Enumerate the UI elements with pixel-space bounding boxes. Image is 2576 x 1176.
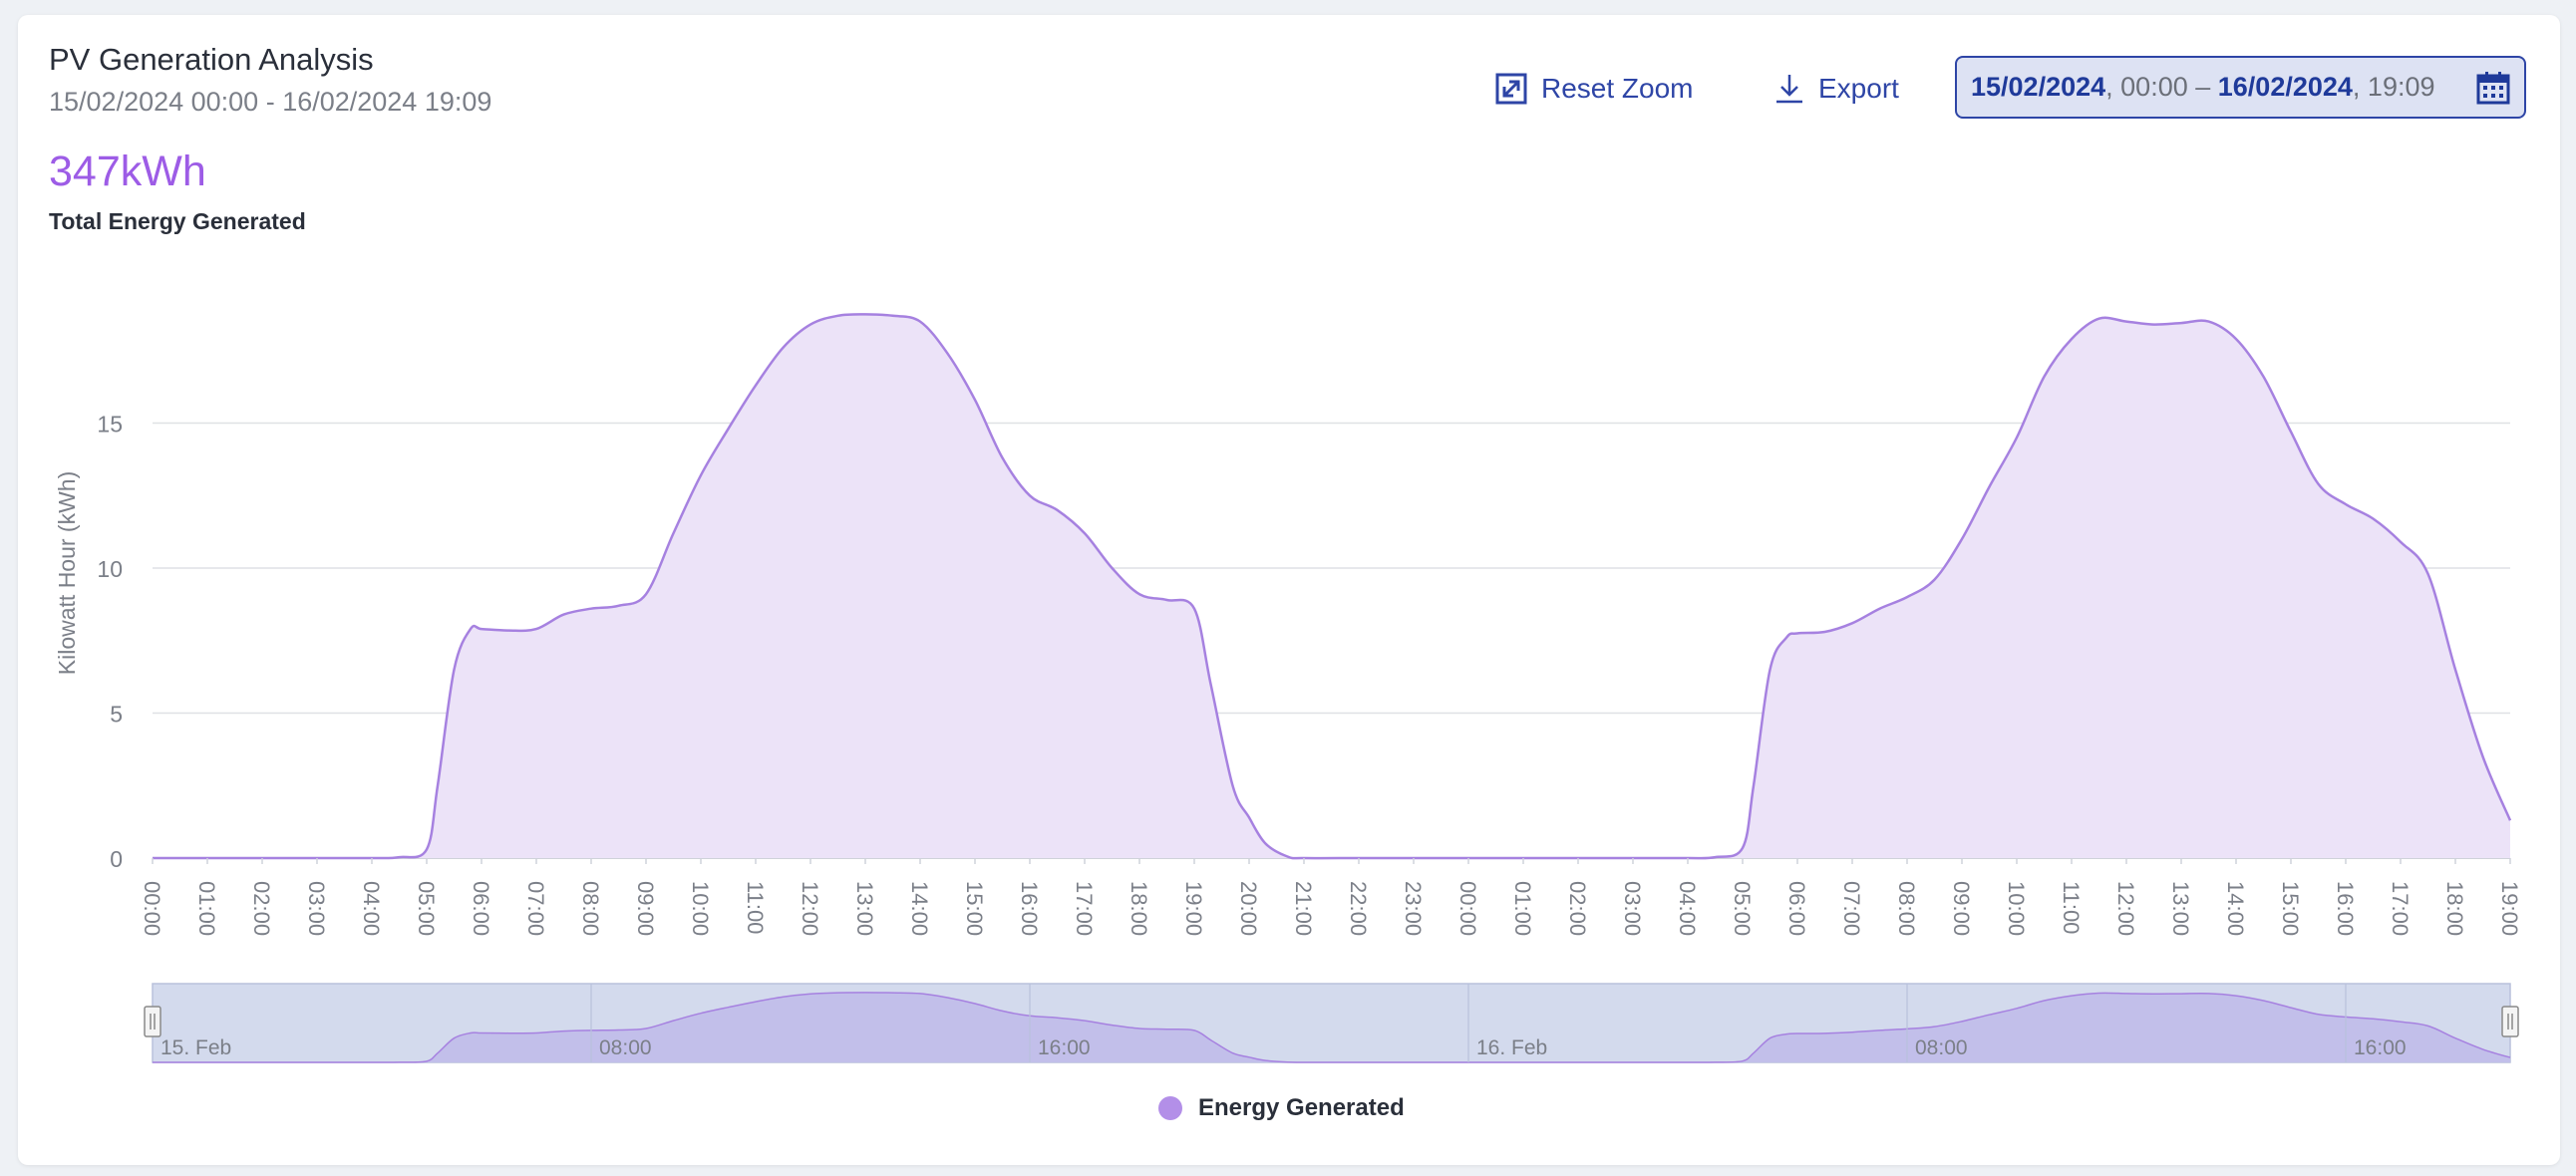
x-tick-label: 01:00 [194,881,219,936]
x-tick-label: 11:00 [2059,881,2084,934]
x-tick-label: 07:00 [523,881,548,936]
navigator-area [153,992,2510,1063]
legend-marker [1158,1096,1182,1120]
x-tick-label: 04:00 [359,881,384,936]
legend-label: Energy Generated [1198,1094,1405,1121]
x-tick-label: 16:00 [1017,881,1042,936]
x-tick-label: 09:00 [633,881,658,936]
navigator-label: 16:00 [1038,1036,1091,1059]
x-tick-label: 08:00 [1894,881,1919,936]
y-tick-label: 0 [110,846,123,872]
date-range-picker[interactable]: 15/02/2024, 00:00 – 16/02/2024, 19:09 [1955,56,2526,119]
total-energy-label: Total Energy Generated [49,208,306,234]
date-subtitle: 15/02/2024 00:00 - 16/02/2024 19:09 [49,87,492,117]
x-tick-label: 13:00 [852,881,877,936]
series-line [153,313,2512,860]
date-from: 15/02/2024 [1971,72,2106,102]
x-tick-label: 21:00 [1291,881,1316,936]
x-tick-label: 08:00 [578,881,603,936]
x-tick-label: 03:00 [304,881,329,936]
x-tick-label: 01:00 [1510,881,1535,936]
x-tick-label: 16:00 [2333,881,2358,936]
x-tick-label: 12:00 [2113,881,2138,936]
export-button[interactable]: Export [1774,70,1899,108]
x-tick-label: 15:00 [962,881,987,936]
x-tick-label: 03:00 [1620,881,1645,936]
reset-zoom-button[interactable]: Reset Zoom [1495,70,1694,108]
x-tick-label: 17:00 [1072,881,1097,936]
x-tick-label: 15:00 [2278,881,2303,936]
x-tick-label: 10:00 [2004,881,2029,936]
x-tick-label: 05:00 [1730,881,1755,936]
series-area-fill [153,314,2510,859]
x-tick-label: 23:00 [1401,881,1426,936]
calendar-icon [2476,72,2510,105]
resize-icon [1495,73,1527,105]
navigator-label: 08:00 [1915,1036,1968,1059]
date-to-separator: , [2352,72,2368,102]
x-tick-label: 00:00 [1455,881,1480,936]
x-tick-label: 17:00 [2388,881,2413,936]
time-from: 00:00 [2120,72,2188,102]
navigator-label: 08:00 [599,1036,652,1059]
navigator-handle[interactable] [2501,1006,2519,1037]
page-title: PV Generation Analysis [49,42,374,77]
x-tick-label: 13:00 [2168,881,2193,936]
reset-zoom-label: Reset Zoom [1541,73,1694,104]
y-tick-label: 15 [97,412,123,438]
x-tick-label: 10:00 [688,881,713,936]
x-tick-label: 07:00 [1839,881,1864,936]
x-tick-label: 19:00 [2497,881,2522,936]
x-tick-label: 14:00 [2223,881,2248,936]
x-tick-label: 06:00 [469,881,493,936]
navigator-label: 16. Feb [1476,1036,1547,1059]
x-tick-label: 02:00 [1565,881,1590,936]
y-axis-title: Kilowatt Hour (kWh) [54,471,80,675]
x-tick-label: 18:00 [1127,881,1151,936]
x-tick-label: 06:00 [1784,881,1809,936]
x-tick-label: 20:00 [1236,881,1261,936]
navigator-label: 15. Feb [161,1036,231,1059]
x-tick-label: 02:00 [249,881,274,936]
x-tick-label: 18:00 [2442,881,2467,936]
date-from-separator: , [2105,72,2121,102]
x-tick-label: 11:00 [743,881,768,934]
x-tick-label: 09:00 [1949,881,1974,936]
x-tick-label: 04:00 [1675,881,1700,936]
time-to: 19:09 [2367,72,2435,102]
navigator-label: 16:00 [2354,1036,2407,1059]
export-label: Export [1818,73,1899,104]
x-tick-label: 05:00 [414,881,439,936]
navigator-line [153,992,2511,1063]
y-tick-label: 10 [97,556,123,582]
total-energy-value: 347kWh [49,147,206,195]
navigator-handle-grip [2501,1006,2519,1037]
x-tick-label: 14:00 [907,881,932,936]
y-tick-label: 5 [110,702,123,728]
x-tick-label: 22:00 [1346,881,1371,936]
navigator-handle-grip [144,1006,161,1037]
x-tick-label: 00:00 [140,881,164,936]
download-icon [1776,75,1802,104]
legend-item-energy-generated[interactable]: Energy Generated [1158,1094,1405,1122]
x-tick-label: 19:00 [1181,881,1206,936]
date-to: 16/02/2024 [2217,72,2353,102]
range-dash: – [2187,72,2218,102]
navigator-handle[interactable] [144,1006,161,1037]
x-tick-label: 12:00 [798,881,822,936]
